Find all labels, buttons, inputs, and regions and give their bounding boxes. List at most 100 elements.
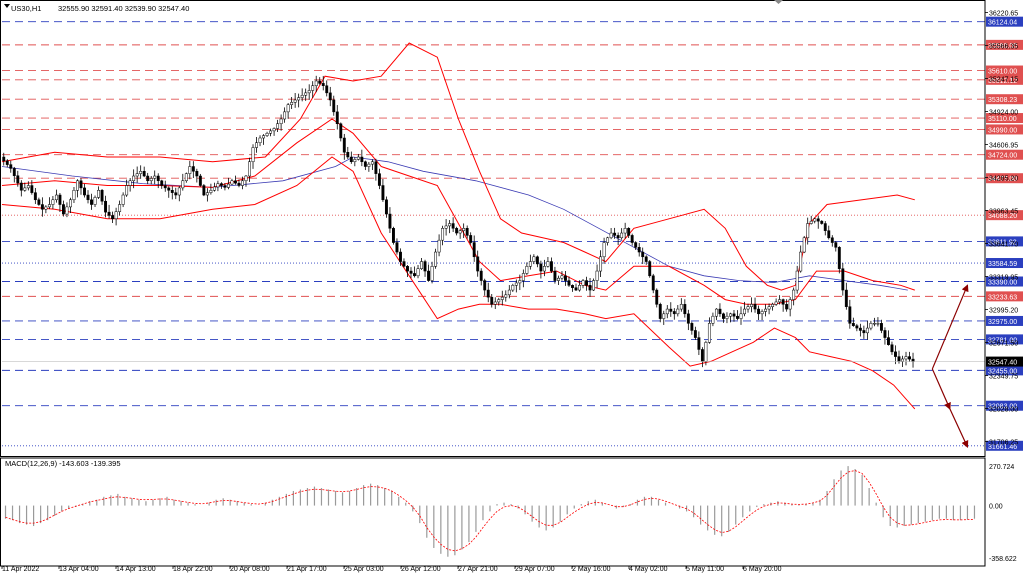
candle-body-86 <box>304 92 308 96</box>
y-tick-label-12: 32028.00 <box>989 407 1018 414</box>
candle-body-34 <box>121 194 125 205</box>
candle-body-161 <box>567 280 571 286</box>
price-level-label-10: 33811.92 <box>988 239 1017 246</box>
x-tick-label-0: 11 Apr 2022 <box>2 566 39 573</box>
price-level-tag-13 <box>986 291 1023 302</box>
candle-body-127 <box>448 223 452 227</box>
y-tick-label-10: 32671.50 <box>989 341 1018 348</box>
candle-body-182 <box>641 251 645 258</box>
price-level-label-3: 35512.12 <box>988 78 1017 85</box>
candle-body-77 <box>272 128 276 132</box>
candle-body-75 <box>265 133 269 136</box>
candle-body-229 <box>806 223 810 239</box>
price-level-label-2: 35610.00 <box>988 69 1017 76</box>
candle-body-189 <box>665 308 669 315</box>
chart-ohlc-label: 32555.90 32591.40 32539.90 32547.40 <box>58 4 189 13</box>
candle-body-85 <box>300 94 304 98</box>
candle-body-159 <box>560 275 564 279</box>
candle-body-122 <box>430 266 434 281</box>
y-tick-label-7: 33641.70 <box>989 242 1018 249</box>
candle-body-172 <box>606 237 610 243</box>
price-level-label-16: 32455.00 <box>988 368 1017 375</box>
candle-body-181 <box>637 247 641 253</box>
candle-body-72 <box>255 142 258 148</box>
candle-body-245 <box>862 330 866 334</box>
price-level-tag-4 <box>986 94 1023 105</box>
candle-body-121 <box>427 270 431 281</box>
macd-frame <box>0 457 986 567</box>
candle-body-256 <box>901 358 904 362</box>
candle-body-4 <box>16 175 20 184</box>
candle-body-17 <box>61 204 65 215</box>
price-level-tag-17 <box>986 400 1023 411</box>
price-level-label-15: 32781.00 <box>988 337 1017 344</box>
candle-body-101 <box>356 156 360 160</box>
candle-body-197 <box>693 330 697 338</box>
candle-body-84 <box>297 97 301 101</box>
candle-body-57 <box>202 185 206 196</box>
candle-body-2 <box>9 164 13 169</box>
y-tick-label-2: 35247.15 <box>989 76 1018 83</box>
candle-body-98 <box>346 152 350 158</box>
candle-body-258 <box>908 356 911 360</box>
candle-body-60 <box>212 186 216 191</box>
candle-body-115 <box>406 266 409 272</box>
candle-body-223 <box>785 304 789 310</box>
candle-body-224 <box>788 299 792 310</box>
candle-body-206 <box>725 315 729 319</box>
candle-body-152 <box>535 256 539 265</box>
x-tick-label-6: 25 Apr 03:00 <box>344 566 384 573</box>
candle-body-247 <box>869 323 873 329</box>
candle-body-113 <box>399 251 402 262</box>
candle-body-87 <box>307 90 311 94</box>
candle-body-1 <box>5 160 9 165</box>
candle-body-112 <box>395 242 399 253</box>
candle-body-243 <box>855 325 859 329</box>
candle-body-257 <box>904 356 908 360</box>
candle-body-22 <box>79 180 83 189</box>
candle-body-19 <box>69 199 72 208</box>
candle-body-252 <box>887 337 890 345</box>
candle-body-114 <box>402 261 406 267</box>
candle-body-199 <box>700 349 704 362</box>
bollinger-lower-band <box>1 156 916 410</box>
price-level-label-5: 35110.00 <box>988 116 1017 123</box>
candle-body-232 <box>816 218 820 222</box>
macd-axis-label-2: -358.622 <box>989 556 1017 563</box>
candle-body-103 <box>363 161 367 167</box>
candle-body-236 <box>830 237 834 243</box>
candle-body-0 <box>2 156 6 162</box>
y-tick-label-0: 36220.65 <box>989 10 1018 17</box>
price-frame <box>0 0 986 457</box>
candle-body-5 <box>19 182 23 191</box>
candle-body-53 <box>188 166 192 174</box>
shift-marker-icon <box>774 0 783 4</box>
candle-body-100 <box>353 159 357 163</box>
price-level-label-6: 34990.00 <box>988 127 1017 134</box>
price-level-label-13: 33233.63 <box>988 294 1017 301</box>
candle-body-49 <box>174 192 178 196</box>
y-tick-label-9: 32995.20 <box>989 308 1018 315</box>
candle-body-10 <box>37 199 41 205</box>
price-level-tag-15 <box>986 334 1023 345</box>
candle-body-92 <box>325 85 329 94</box>
x-tick-label-10: 2 May 16:00 <box>572 566 611 573</box>
candle-body-253 <box>890 344 894 353</box>
candle-body-13 <box>47 204 51 208</box>
x-tick-label-7: 26 Apr 12:00 <box>401 566 441 573</box>
candle-body-240 <box>844 289 848 307</box>
candle-body-119 <box>420 261 423 269</box>
candle-body-170 <box>599 256 603 272</box>
candle-body-196 <box>690 323 694 331</box>
candle-body-107 <box>377 173 381 186</box>
candle-body-40 <box>142 171 146 177</box>
candle-body-143 <box>504 294 508 298</box>
candle-body-151 <box>532 256 536 262</box>
candle-body-32 <box>114 211 118 220</box>
candle-body-23 <box>83 187 86 196</box>
price-level-tag-11 <box>986 258 1023 269</box>
candle-body-147 <box>518 280 522 284</box>
price-level-label-4: 35308.23 <box>988 97 1017 104</box>
